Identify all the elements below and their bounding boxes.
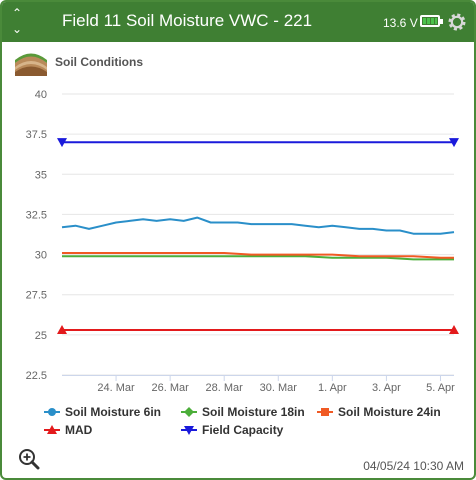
legend-marker bbox=[48, 408, 56, 416]
y-tick-label: 30 bbox=[35, 250, 47, 262]
card-title: Field 11 Soil Moisture VWC - 221 bbox=[62, 11, 313, 30]
x-tick-label: 30. Mar bbox=[260, 382, 298, 394]
series-line-soil-moisture-6in bbox=[61, 216, 455, 235]
series-marker-mad bbox=[449, 325, 459, 335]
series-marker-mad bbox=[57, 325, 67, 335]
legend-label: MAD bbox=[65, 423, 93, 437]
series-marker-field-capacity bbox=[449, 138, 459, 148]
x-tick-label: 1. Apr bbox=[318, 382, 347, 394]
soil-layers-icon bbox=[15, 53, 47, 76]
y-tick-label: 37.5 bbox=[26, 129, 47, 141]
chevron-down-icon[interactable]: ⌄ bbox=[11, 22, 23, 36]
legend-label: Soil Moisture 18in bbox=[202, 405, 305, 419]
battery-icon bbox=[420, 15, 443, 27]
legend-label: Field Capacity bbox=[202, 423, 284, 437]
card-header: ⌃ ⌄ Field 11 Soil Moisture VWC - 221 13.… bbox=[2, 2, 474, 42]
section-subtitle: Soil Conditions bbox=[55, 55, 143, 69]
y-tick-label: 22.5 bbox=[26, 370, 47, 382]
x-tick-label: 24. Mar bbox=[97, 382, 135, 394]
x-tick-label: 3. Apr bbox=[372, 382, 401, 394]
legend-label: Soil Moisture 6in bbox=[65, 405, 161, 419]
series-line-soil-moisture-18in bbox=[62, 255, 454, 261]
x-tick-label: 5. Apr bbox=[426, 382, 455, 394]
series-line-soil-moisture-24in bbox=[62, 252, 454, 259]
legend-marker bbox=[184, 407, 194, 417]
y-tick-label: 32.5 bbox=[26, 209, 47, 221]
y-tick-label: 25 bbox=[35, 330, 47, 342]
chevron-up-icon[interactable]: ⌃ bbox=[11, 6, 23, 20]
x-tick-label: 26. Mar bbox=[151, 382, 189, 394]
battery-voltage: 13.6 V bbox=[383, 16, 418, 30]
legend-marker bbox=[184, 426, 194, 435]
legend-marker bbox=[47, 425, 57, 434]
zoom-in-icon[interactable] bbox=[18, 448, 40, 470]
gear-icon[interactable] bbox=[447, 12, 467, 32]
legend-label: Soil Moisture 24in bbox=[338, 405, 441, 419]
soil-moisture-chart: 40 37.5 35 32.5 30 27.5 25 22.5 24. Mar 26. Mar 28… bbox=[26, 89, 459, 437]
series-marker-field-capacity bbox=[57, 138, 67, 148]
y-tick-label: 35 bbox=[35, 169, 47, 181]
last-updated-timestamp: 04/05/24 10:30 AM bbox=[363, 459, 464, 473]
y-tick-label: 40 bbox=[35, 89, 47, 101]
x-tick-label: 28. Mar bbox=[206, 382, 244, 394]
y-tick-label: 27.5 bbox=[26, 290, 47, 302]
legend-marker bbox=[321, 408, 329, 416]
